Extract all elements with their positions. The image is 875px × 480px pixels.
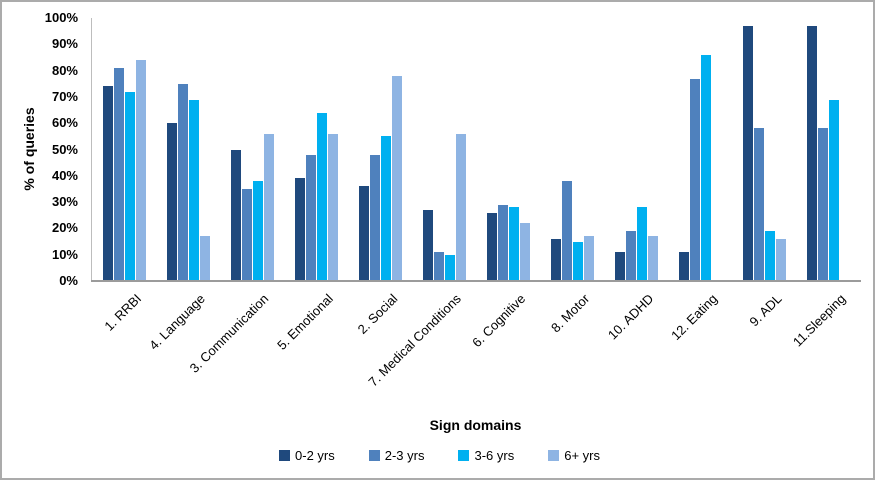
legend-swatch bbox=[368, 450, 380, 461]
x-category-label-text: 9. ADL bbox=[746, 291, 785, 330]
bar bbox=[776, 238, 787, 281]
bar-group bbox=[797, 18, 861, 281]
bar bbox=[102, 86, 113, 281]
legend-label: 2-3 yrs bbox=[384, 448, 425, 463]
legend-item: 0-2 yrs bbox=[279, 448, 335, 463]
bar bbox=[263, 133, 274, 281]
plot-area bbox=[91, 18, 861, 281]
x-category-label-text: 6. Cognitive bbox=[468, 291, 529, 351]
x-category-label-text: 8. Motor bbox=[547, 291, 593, 336]
legend-label: 0-2 yrs bbox=[295, 448, 335, 463]
bar bbox=[690, 78, 701, 281]
y-tick-label: 70% bbox=[51, 88, 78, 104]
bar bbox=[422, 210, 433, 281]
y-tick-label: 80% bbox=[51, 62, 78, 78]
bar bbox=[124, 91, 135, 281]
bar bbox=[754, 128, 765, 281]
x-category-label-text: 10. ADHD bbox=[604, 291, 657, 343]
bar bbox=[241, 188, 252, 281]
bar bbox=[648, 236, 659, 281]
bar bbox=[369, 154, 380, 281]
bar-group bbox=[733, 18, 797, 281]
bar bbox=[498, 204, 508, 281]
bar bbox=[444, 254, 455, 281]
x-category-label-text: 4. Language bbox=[146, 291, 208, 353]
bar-group bbox=[476, 18, 540, 281]
bar bbox=[520, 223, 530, 281]
bar bbox=[615, 252, 626, 281]
legend-swatch bbox=[548, 450, 560, 461]
bar bbox=[230, 149, 241, 281]
bar bbox=[305, 154, 316, 281]
y-tick-label: 90% bbox=[51, 36, 78, 52]
x-category-label-text: 2. Social bbox=[354, 291, 400, 337]
legend-swatch bbox=[458, 450, 470, 461]
bar bbox=[679, 252, 690, 281]
bar bbox=[818, 128, 829, 281]
bar-group bbox=[284, 18, 348, 281]
bar bbox=[743, 25, 754, 281]
bar bbox=[166, 123, 177, 281]
bar bbox=[626, 231, 637, 281]
bar-group bbox=[412, 18, 476, 281]
bar-group bbox=[669, 18, 733, 281]
legend: 0-2 yrs 2-3 yrs 3-6 yrs 6+ yrs bbox=[2, 448, 873, 463]
bar bbox=[455, 133, 466, 281]
legend-swatch bbox=[279, 450, 291, 461]
bar bbox=[573, 241, 584, 281]
bar bbox=[188, 99, 199, 281]
bar bbox=[765, 231, 776, 281]
x-category-label-text: 12. Eating bbox=[668, 291, 721, 344]
bar bbox=[135, 60, 146, 281]
bar bbox=[807, 25, 818, 281]
y-tick-label: 100% bbox=[44, 10, 78, 25]
bar-groups bbox=[92, 18, 861, 281]
bar bbox=[113, 67, 124, 281]
bar bbox=[316, 112, 327, 281]
bar bbox=[433, 252, 444, 281]
bar bbox=[584, 236, 595, 281]
bar bbox=[327, 133, 338, 281]
bar bbox=[294, 178, 305, 281]
bar bbox=[551, 238, 562, 281]
y-tick-label: 50% bbox=[51, 141, 78, 157]
bar bbox=[177, 83, 188, 281]
legend-item: 6+ yrs bbox=[548, 448, 600, 463]
bar-group bbox=[220, 18, 284, 281]
bar bbox=[199, 236, 210, 281]
bar-group bbox=[605, 18, 669, 281]
bar bbox=[487, 212, 497, 281]
bar-group bbox=[156, 18, 220, 281]
bar bbox=[829, 99, 840, 281]
bar bbox=[380, 136, 391, 281]
x-axis-line bbox=[91, 280, 861, 282]
legend-item: 2-3 yrs bbox=[368, 448, 425, 463]
bar-group bbox=[348, 18, 412, 281]
legend-label: 6+ yrs bbox=[564, 448, 600, 463]
bar bbox=[562, 181, 573, 281]
y-tick-label: 0% bbox=[59, 273, 78, 288]
y-tick-label: 60% bbox=[51, 115, 78, 131]
bar bbox=[391, 75, 402, 281]
x-category-label-text: 5. Emotional bbox=[274, 291, 336, 353]
bar-group bbox=[92, 18, 156, 281]
bar bbox=[252, 181, 263, 281]
x-axis-title: Sign domains bbox=[429, 417, 522, 433]
y-tick-label: 40% bbox=[51, 167, 78, 183]
bar-group bbox=[541, 18, 605, 281]
y-tick-label: 30% bbox=[51, 194, 78, 210]
legend-label: 3-6 yrs bbox=[474, 448, 515, 463]
x-category-label-text: 11.Sleeping bbox=[790, 291, 849, 350]
bar bbox=[509, 207, 519, 281]
x-category-label-text: 1. RRBI bbox=[100, 291, 144, 334]
y-tick-label: 20% bbox=[51, 220, 78, 236]
bar bbox=[701, 54, 712, 281]
legend-item: 3-6 yrs bbox=[458, 448, 514, 463]
bar bbox=[358, 186, 369, 281]
bar bbox=[637, 207, 648, 281]
y-tick-label: 10% bbox=[51, 246, 78, 262]
